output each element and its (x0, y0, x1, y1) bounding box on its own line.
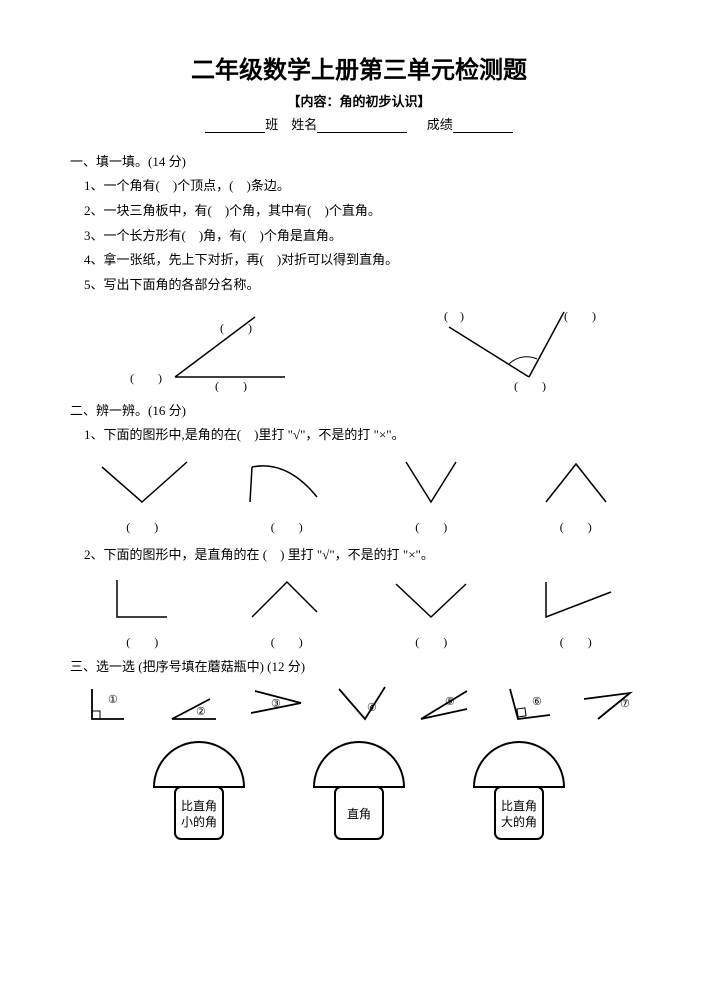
s2q2-parens: ( ) ( ) ( ) ( ) (70, 633, 648, 650)
lbl-1: ① (108, 694, 118, 706)
m1-l2: 小的角 (181, 814, 217, 829)
score-blank[interactable] (453, 119, 513, 133)
lbl-2: ② (196, 706, 206, 718)
class-blank[interactable] (205, 119, 265, 133)
s2q1-shapes (70, 452, 648, 512)
ang-5: ⑤ (409, 681, 477, 726)
lbl-5: ⑤ (445, 696, 455, 708)
paren-1[interactable]: ( ) (126, 518, 158, 535)
rparen-2[interactable]: ( ) (271, 633, 303, 650)
section3-heading: 三、选一选 (把序号填在蘑菇瓶中) (12 分) (70, 656, 648, 675)
section1-heading: 一、填一填。(14 分) (70, 151, 648, 170)
s1-q5: 5、写出下面角的各部分名称。 (84, 275, 648, 296)
angle-right: ( ) ( ) ( ) (394, 302, 614, 392)
rshape-2 (232, 572, 342, 627)
s2q2-shapes (70, 572, 648, 627)
lbl-3: ③ (271, 698, 281, 710)
mushroom-2: 直角 (299, 732, 419, 852)
paren-2[interactable]: ( ) (271, 518, 303, 535)
ang-6: ⑥ (492, 681, 560, 726)
m1-l1: 比直角 (181, 799, 217, 813)
blank-vertex[interactable]: ( ) (130, 371, 162, 385)
rshape-1 (87, 572, 197, 627)
name-blank-2[interactable] (377, 119, 407, 133)
m2-l1: 直角 (347, 807, 371, 821)
header-line: 班 姓名 成绩 (70, 114, 648, 133)
name-blank[interactable] (317, 119, 377, 133)
section2-heading: 二、辨一辨。(16 分) (70, 400, 648, 419)
s2-q1: 1、下面的图形中,是角的在( )里打 "√"，不是的打 "×"。 (84, 425, 648, 446)
name-label: 姓名 (291, 117, 317, 132)
ang-3: ③ (241, 681, 309, 726)
s1-q2: 2、一块三角板中，有( )个角，其中有( )个直角。 (84, 201, 648, 222)
paren-4[interactable]: ( ) (560, 518, 592, 535)
m3-l2: 大的角 (501, 814, 537, 829)
page-title: 二年级数学上册第三单元检测题 (70, 50, 648, 85)
class-label: 班 (265, 117, 278, 132)
ang-1: ① (74, 681, 142, 726)
s1-q1: 1、一个角有( )个顶点，( )条边。 (84, 176, 648, 197)
blank-bottom[interactable]: ( ) (215, 379, 247, 392)
angle-diagrams: ( ) ( ) ( ) ( ) ( ) ( ) (70, 302, 648, 392)
s1-q3: 3、一个长方形有( )角，有( )个角是直角。 (84, 226, 648, 247)
blank-top[interactable]: ( ) (220, 321, 252, 335)
rparen-1[interactable]: ( ) (126, 633, 158, 650)
shape-4 (521, 452, 631, 512)
page: 二年级数学上册第三单元检测题 【内容：角的初步认识】 班 姓名 成绩 一、填一填… (0, 0, 718, 1005)
ang-2: ② (158, 681, 226, 726)
page-subtitle: 【内容：角的初步认识】 (70, 91, 648, 110)
shape-3 (376, 452, 486, 512)
shape-1 (87, 452, 197, 512)
mushroom-3: 比直角 大的角 (459, 732, 579, 852)
s1-q4: 4、拿一张纸，先上下对折，再( )对折可以得到直角。 (84, 250, 648, 271)
mushroom-1: 比直角 小的角 (139, 732, 259, 852)
lbl-7: ⑦ (620, 698, 630, 710)
ang-4: ④ (325, 681, 393, 726)
lbl-6: ⑥ (532, 696, 542, 708)
rparen-4[interactable]: ( ) (560, 633, 592, 650)
rshape-3 (376, 572, 486, 627)
ang-7: ⑦ (576, 681, 644, 726)
lbl-4: ④ (367, 702, 377, 714)
score-label: 成绩 (427, 117, 453, 132)
rparen-3[interactable]: ( ) (415, 633, 447, 650)
shape-2 (232, 452, 342, 512)
s2-q2: 2、下面的图形中，是直角的在 ( ) 里打 "√"，不是的打 "×"。 (84, 545, 648, 566)
s3-angles: ① ② ③ ④ ⑤ ⑥ ⑦ (70, 681, 648, 726)
rshape-4 (521, 572, 631, 627)
blank-right[interactable]: ( ) (564, 309, 596, 323)
mushroom-row: 比直角 小的角 直角 比直角 大的角 (70, 732, 648, 852)
s2q1-parens: ( ) ( ) ( ) ( ) (70, 518, 648, 535)
blank-left[interactable]: ( ) (444, 309, 464, 323)
paren-3[interactable]: ( ) (415, 518, 447, 535)
blank-v2[interactable]: ( ) (514, 379, 546, 392)
angle-left: ( ) ( ) ( ) (105, 302, 325, 392)
m3-l1: 比直角 (501, 799, 537, 813)
